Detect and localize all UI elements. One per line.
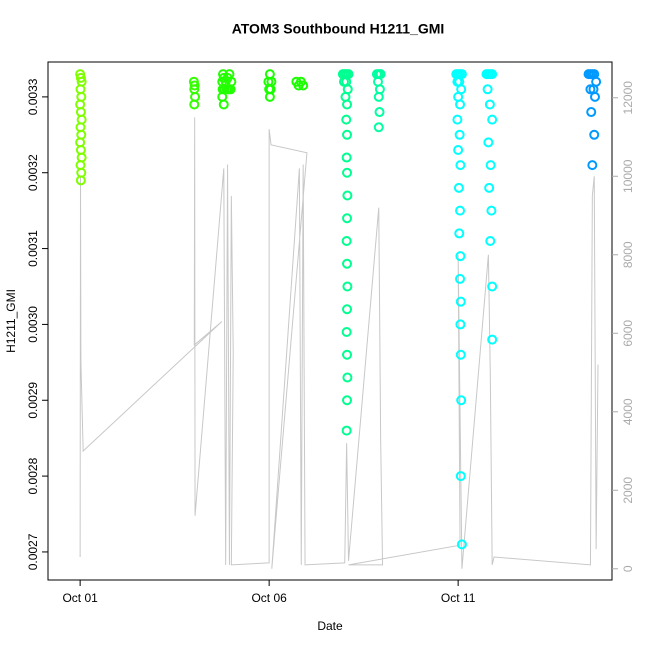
data-point bbox=[342, 213, 353, 224]
data-point bbox=[456, 395, 467, 406]
plot-box bbox=[47, 61, 613, 581]
data-point bbox=[455, 251, 466, 262]
y2-tick-label: 2000 bbox=[621, 477, 635, 504]
data-point bbox=[225, 84, 236, 95]
data-point bbox=[454, 228, 465, 239]
data-point bbox=[454, 129, 465, 140]
altitude-line bbox=[79, 117, 599, 569]
data-point bbox=[482, 84, 493, 95]
data-point bbox=[342, 372, 353, 383]
data-point bbox=[373, 91, 384, 102]
data-point bbox=[586, 107, 597, 118]
data-point bbox=[485, 160, 496, 171]
data-point bbox=[341, 425, 352, 436]
data-point bbox=[589, 91, 600, 102]
data-point bbox=[342, 167, 353, 178]
data-point bbox=[487, 281, 498, 292]
x-tick-label: Oct 11 bbox=[441, 591, 476, 605]
y2-tick-label: 4000 bbox=[621, 398, 635, 425]
data-point bbox=[456, 539, 467, 550]
data-point bbox=[455, 99, 466, 110]
data-point bbox=[455, 205, 466, 216]
data-point bbox=[452, 114, 463, 125]
data-point bbox=[342, 395, 353, 406]
y-tick-label: 0.0033 bbox=[26, 78, 40, 115]
data-point bbox=[487, 334, 498, 345]
y-tick-label: 0.0031 bbox=[26, 230, 40, 267]
data-point bbox=[453, 182, 464, 193]
data-point bbox=[455, 273, 466, 284]
data-point bbox=[483, 137, 494, 148]
data-point bbox=[342, 129, 353, 140]
data-point bbox=[342, 258, 353, 269]
data-point bbox=[585, 84, 596, 95]
data-point bbox=[374, 107, 385, 118]
data-point bbox=[455, 160, 466, 171]
y-tick-label: 0.0032 bbox=[26, 154, 40, 191]
y-tick-label: 0.0030 bbox=[26, 306, 40, 343]
y2-tick-label: 10000 bbox=[621, 159, 635, 193]
data-point bbox=[484, 99, 495, 110]
data-point bbox=[189, 99, 200, 110]
data-point bbox=[373, 122, 384, 133]
y-tick-label: 0.0027 bbox=[26, 533, 40, 570]
data-point bbox=[189, 80, 200, 91]
data-point bbox=[589, 129, 600, 140]
y2-tick-label: 6000 bbox=[621, 320, 635, 347]
data-point bbox=[455, 319, 466, 330]
chart-title: ATOM3 Southbound H1211_GMI bbox=[232, 21, 445, 37]
data-point bbox=[455, 296, 466, 307]
data-point bbox=[484, 182, 495, 193]
y2-tick-label: 0 bbox=[621, 565, 635, 572]
data-point bbox=[487, 114, 498, 125]
data-point bbox=[342, 304, 353, 315]
data-point bbox=[485, 235, 496, 246]
data-point bbox=[453, 144, 464, 155]
y2-tick-label: 12000 bbox=[621, 81, 635, 115]
y2-tick-label: 8000 bbox=[621, 241, 635, 268]
data-point bbox=[342, 190, 353, 201]
data-point bbox=[75, 175, 86, 186]
y-tick-label: 0.0028 bbox=[26, 457, 40, 494]
y-tick-label: 0.0029 bbox=[26, 382, 40, 419]
data-point bbox=[342, 99, 353, 110]
data-point bbox=[342, 349, 353, 360]
x-axis-label: Date bbox=[317, 619, 343, 633]
data-point bbox=[587, 160, 598, 171]
data-point bbox=[218, 99, 229, 110]
data-point bbox=[298, 80, 309, 91]
data-point bbox=[342, 281, 353, 292]
data-point bbox=[341, 152, 352, 163]
data-point bbox=[264, 91, 275, 102]
x-tick-label: Oct 01 bbox=[62, 591, 98, 605]
data-point bbox=[455, 471, 466, 482]
data-point bbox=[487, 69, 498, 80]
data-point bbox=[486, 205, 497, 216]
data-point bbox=[341, 326, 352, 337]
data-point bbox=[455, 349, 466, 360]
data-point bbox=[341, 235, 352, 246]
data-point bbox=[341, 114, 352, 125]
x-tick-label: Oct 06 bbox=[251, 591, 287, 605]
y-axis-label: H1211_GMI bbox=[4, 289, 18, 353]
